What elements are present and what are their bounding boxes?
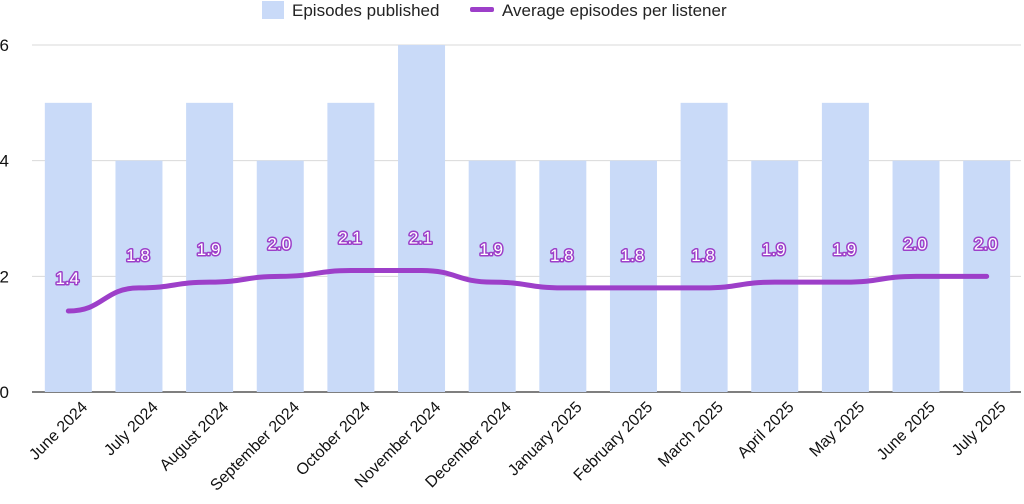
data-label: 1.8: [126, 246, 150, 265]
series-line: [65, 268, 990, 314]
bar: [186, 102, 234, 392]
data-label: 2.0: [974, 234, 998, 253]
data-label: 1.4: [56, 269, 80, 288]
bar: [821, 102, 869, 392]
data-label: 1.9: [762, 240, 786, 259]
data-label: 1.9: [479, 240, 503, 259]
x-tick-label: October 2024: [293, 399, 374, 480]
y-tick-label: 4: [0, 152, 9, 171]
data-label: 1.9: [833, 240, 857, 259]
data-label: 2.1: [409, 229, 433, 248]
x-tick-label: August 2024: [157, 399, 233, 475]
y-tick-label: 2: [0, 267, 9, 286]
bar: [44, 102, 92, 392]
gridlines: [32, 44, 1021, 393]
x-tick-label: May 2025: [807, 399, 869, 461]
data-label: 2.1: [338, 229, 362, 248]
line-series: [65, 268, 990, 314]
x-tick-label: July 2024: [101, 399, 162, 460]
x-tick-label: January 2025: [505, 399, 586, 480]
bar: [751, 160, 799, 392]
legend: Episodes published Average episodes per …: [262, 1, 727, 20]
data-label: 1.9: [197, 240, 221, 259]
bar: [539, 160, 587, 392]
data-label: 1.8: [550, 246, 574, 265]
bar: [115, 160, 163, 392]
x-tick-label: March 2025: [655, 399, 727, 471]
y-tick-label: 6: [0, 36, 9, 55]
y-axis-ticks: 0 2 4 6: [0, 36, 9, 402]
bar: [609, 160, 657, 392]
legend-swatch-bars: [262, 1, 284, 19]
data-labels: 1.4 1.8 1.9 2.0 2.1 2.1 1.9 1.8 1.8 1.8 1.9 1.9 2.0 2…: [54, 227, 999, 289]
legend-label-line: Average episodes per listener: [502, 1, 727, 20]
bar: [680, 102, 728, 392]
data-label: 1.8: [621, 246, 645, 265]
bar: [468, 160, 516, 392]
x-tick-label: June 2025: [874, 399, 939, 464]
legend-swatch-line: [470, 7, 494, 12]
data-label: 1.8: [691, 246, 715, 265]
x-tick-label: April 2025: [735, 399, 798, 462]
y-tick-label: 0: [0, 383, 9, 402]
bar: [398, 45, 446, 392]
data-label: 2.0: [903, 234, 927, 253]
x-tick-label: July 2025: [949, 399, 1010, 460]
legend-label-bars: Episodes published: [292, 1, 439, 20]
bar: [327, 102, 375, 392]
x-tick-label: June 2024: [26, 399, 91, 464]
data-label: 2.0: [267, 234, 291, 253]
bar-series: [44, 45, 1011, 392]
